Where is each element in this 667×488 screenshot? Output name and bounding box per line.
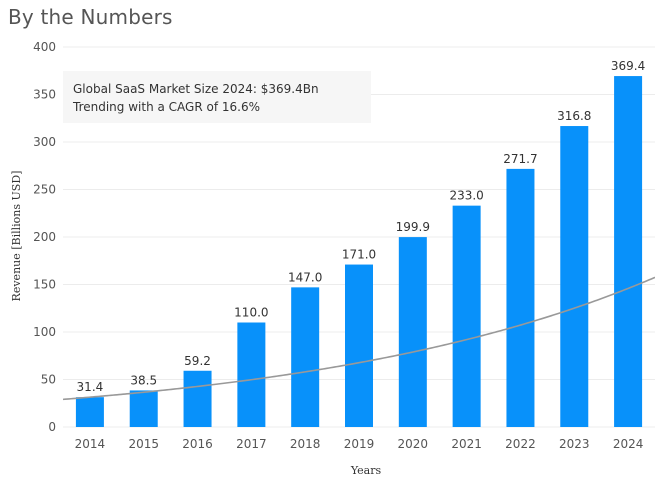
y-axis-ticks: 0 50 100 150 200 250 300 350 400 xyxy=(33,40,56,434)
data-label-2018: 147.0 xyxy=(288,270,322,284)
x-tick-label: 2018 xyxy=(290,437,321,451)
data-label-2021: 233.0 xyxy=(449,189,483,203)
x-tick-label: 2020 xyxy=(398,437,429,451)
x-tick-label: 2019 xyxy=(344,437,375,451)
x-tick-label: 2023 xyxy=(559,437,590,451)
annotation-line-1: Global SaaS Market Size 2024: $369.4Bn xyxy=(73,82,319,96)
y-axis-title: Revenue [Billions USD] xyxy=(10,171,23,302)
y-tick-label: 150 xyxy=(33,278,56,292)
y-tick-label: 250 xyxy=(33,183,56,197)
data-label-2020: 199.9 xyxy=(396,220,430,234)
y-tick-label: 350 xyxy=(33,88,56,102)
y-tick-label: 0 xyxy=(48,420,56,434)
bar-2019[interactable] xyxy=(345,264,373,427)
y-tick-label: 400 xyxy=(33,40,56,54)
data-label-2015: 38.5 xyxy=(130,373,157,387)
x-tick-label: 2021 xyxy=(451,437,482,451)
trendline-group xyxy=(63,276,655,401)
y-tick-label: 200 xyxy=(33,230,56,244)
data-label-2014: 31.4 xyxy=(77,380,104,394)
x-tick-label: 2022 xyxy=(505,437,536,451)
bar-2022[interactable] xyxy=(506,168,535,427)
bar-2015[interactable] xyxy=(129,390,158,427)
data-labels: 31.4 38.5 59.2 110.0 147.0 171.0 199.9 233.0 271… xyxy=(77,59,646,394)
page-title: By the Numbers xyxy=(8,5,173,29)
bar-2017[interactable] xyxy=(237,322,266,428)
x-axis-ticks: 2014 2015 2016 2017 2018 2019 2020 2021 2022 2023… xyxy=(75,437,644,451)
data-label-2019: 171.0 xyxy=(342,248,376,262)
bar-2024[interactable] xyxy=(614,76,643,427)
annotation-line-2: Trending with a CAGR of 16.6% xyxy=(72,100,260,114)
bars xyxy=(75,76,643,428)
data-label-2022: 271.7 xyxy=(503,152,537,166)
annotation-background xyxy=(63,71,371,123)
bar-2018[interactable] xyxy=(291,287,320,427)
x-tick-label: 2015 xyxy=(128,437,159,451)
y-tick-label: 300 xyxy=(33,135,56,149)
bar-2020[interactable] xyxy=(398,237,427,427)
x-tick-label: 2017 xyxy=(236,437,267,451)
y-tick-label: 100 xyxy=(33,325,56,339)
bar-2014[interactable] xyxy=(75,397,104,427)
data-label-2023: 316.8 xyxy=(557,109,591,123)
data-label-2017: 110.0 xyxy=(234,306,268,320)
x-tick-label: 2016 xyxy=(182,437,213,451)
y-tick-label: 50 xyxy=(41,373,56,387)
x-tick-label: 2024 xyxy=(613,437,644,451)
data-label-2016: 59.2 xyxy=(184,354,211,368)
x-axis-title: Years xyxy=(350,464,382,477)
bar-2021[interactable] xyxy=(452,205,481,427)
x-tick-label: 2014 xyxy=(75,437,106,451)
annotation-box: Global SaaS Market Size 2024: $369.4Bn T… xyxy=(63,71,371,123)
trendline xyxy=(63,276,655,401)
data-label-2024: 369.4 xyxy=(611,59,645,73)
bar-2023[interactable] xyxy=(560,126,589,427)
bar-2016[interactable] xyxy=(183,370,212,427)
